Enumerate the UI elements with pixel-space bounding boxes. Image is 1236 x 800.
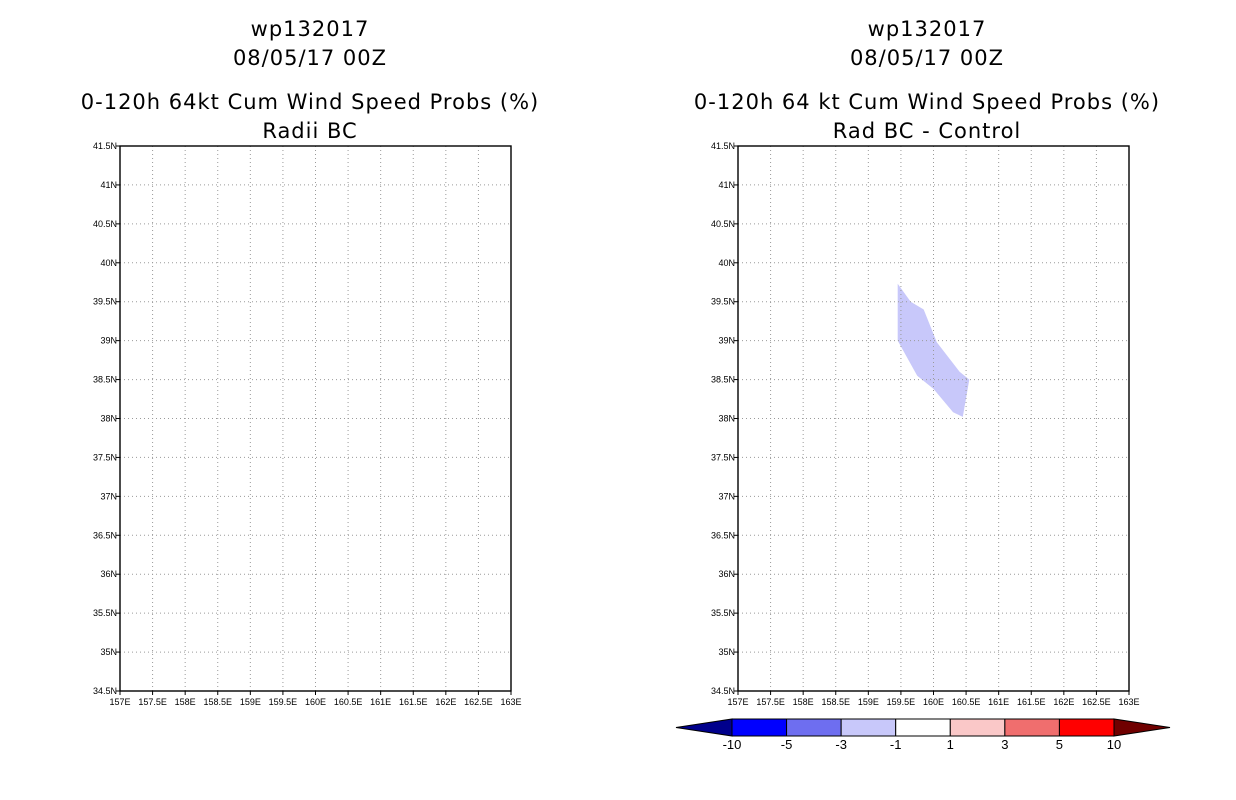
y-tick-label: 39.5N [93,297,117,307]
x-tick-label: 159E [240,697,261,707]
left-title-id: wp132017 [250,17,370,41]
colorbar-arrow-high [1113,718,1171,737]
x-tick-label: 157.5E [756,697,785,707]
right-title-main: 0-120h 64 kt Cum Wind Speed Probs (%) [693,90,1161,114]
colorbar-label: 5 [1056,737,1063,752]
y-tick-label: 39N [718,336,735,346]
y-tick-label: 41.5N [711,141,735,151]
colorbar-label: 3 [1001,737,1008,752]
x-tick-label: 160E [923,697,944,707]
x-tick-label: 158.5E [203,697,232,707]
right-panel: 157E 157.5E 158E 158.5E 159E 159.5E 160E 160.5E… [711,141,1140,707]
right-title-date: 08/05/17 00Z [849,46,1005,70]
x-tick-label: 162.5E [1082,697,1111,707]
y-tick-label: 38N [718,414,735,424]
x-tick-label: 161.5E [399,697,428,707]
colorbar-box [1004,718,1060,737]
x-tick-label: 158.5E [821,697,850,707]
y-tick-label: 35.5N [93,608,117,618]
y-tick-label: 38.5N [93,375,117,385]
left-title-date: 08/05/17 00Z [232,46,388,70]
y-tick-label: 41.5N [93,141,117,151]
x-tick-label: 157.5E [138,697,167,707]
x-tick-label: 158E [175,697,196,707]
x-tick-label: 163E [1118,697,1139,707]
x-tick-label: 160.5E [334,697,363,707]
right-title-sub: Rad BC - Control [832,119,1022,143]
colorbar-label: -10 [723,737,742,752]
x-tick-label: 157E [727,697,748,707]
colorbar-label: -3 [835,737,847,752]
y-tick-label: 40.5N [711,219,735,229]
x-tick-label: 163E [500,697,521,707]
right-title-id: wp132017 [867,17,987,41]
x-tick-label: 159.5E [887,697,916,707]
colorbar-label: 1 [947,737,954,752]
x-tick-label: 160.5E [952,697,981,707]
colorbar-box [840,718,897,737]
y-tick-label: 36.5N [93,530,117,540]
y-tick-label: 39N [100,336,117,346]
y-tick-label: 35N [100,647,117,657]
colorbar-box [895,718,951,737]
y-tick-label: 40.5N [93,219,117,229]
left-panel: 157E 157.5E 158E 158.5E 159E 159.5E 160E 160.5E… [93,141,522,707]
x-tick-label: 157E [109,697,130,707]
x-tick-label: 161E [988,697,1009,707]
x-tick-label: 162E [435,697,456,707]
y-tick-label: 41N [100,180,117,190]
x-tick-label: 161.5E [1017,697,1046,707]
left-title-main: 0-120h 64kt Cum Wind Speed Probs (%) [80,90,540,114]
x-tick-label: 161E [370,697,391,707]
y-tick-label: 40N [100,258,117,268]
y-tick-label: 38N [100,414,117,424]
colorbar-box [1058,718,1115,737]
x-tick-label: 159.5E [269,697,298,707]
x-tick-label: 159E [858,697,879,707]
y-tick-label: 35N [718,647,735,657]
colorbar-label: 10 [1107,737,1121,752]
colorbar-arrow-low [675,718,733,737]
x-tick-label: 162.5E [464,697,493,707]
y-tick-label: 41N [718,180,735,190]
y-tick-label: 36.5N [711,530,735,540]
x-tick-label: 160E [305,697,326,707]
y-tick-label: 37.5N [93,452,117,462]
colorbar-box [786,718,842,737]
y-tick-label: 39.5N [711,297,735,307]
colorbar: -10 -5 -3 -1 1 3 5 10 [675,718,1171,752]
left-title-sub: Radii BC [262,119,358,143]
y-tick-label: 38.5N [711,375,735,385]
y-tick-label: 35.5N [711,608,735,618]
x-tick-label: 162E [1053,697,1074,707]
y-tick-label: 34.5N [711,686,735,696]
colorbar-label: -1 [890,737,902,752]
colorbar-label: -5 [781,737,793,752]
y-tick-label: 37N [100,491,117,501]
y-tick-label: 34.5N [93,686,117,696]
y-tick-label: 36N [718,569,735,579]
y-tick-label: 37.5N [711,452,735,462]
x-tick-label: 158E [793,697,814,707]
y-tick-label: 37N [718,491,735,501]
colorbar-box [949,718,1006,737]
y-tick-label: 40N [718,258,735,268]
y-tick-label: 36N [100,569,117,579]
colorbar-box [731,718,788,737]
